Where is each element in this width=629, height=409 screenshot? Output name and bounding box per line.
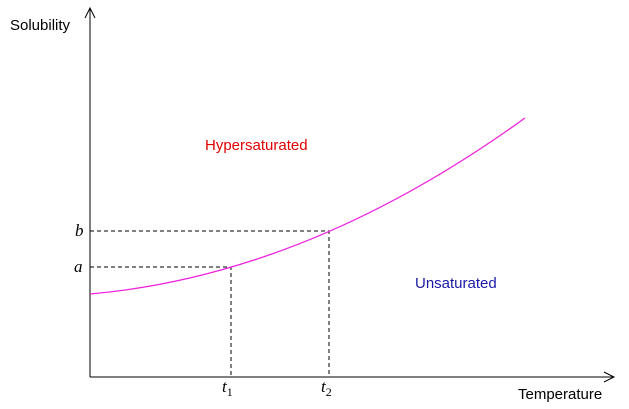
symbol: t [321, 377, 327, 396]
x-axis-arrow [603, 371, 616, 383]
marker-t1: t1 [222, 377, 233, 399]
guide-b [90, 230, 330, 377]
subscript: 1 [227, 385, 233, 399]
solubility-curve [89, 117, 526, 295]
region-label: Unsaturated [415, 275, 497, 292]
y-axis-arrow [84, 6, 96, 19]
subscript: 2 [326, 385, 332, 399]
marker-b: b [75, 221, 84, 240]
symbol: t [222, 377, 228, 396]
guide-a [90, 266, 232, 377]
x-axis-label: Temperature [518, 386, 602, 403]
region-label: Hypersaturated [205, 137, 308, 154]
marker-a: a [74, 257, 83, 276]
marker-t2: t2 [321, 377, 332, 399]
y-axis-label: Solubility [10, 17, 71, 34]
